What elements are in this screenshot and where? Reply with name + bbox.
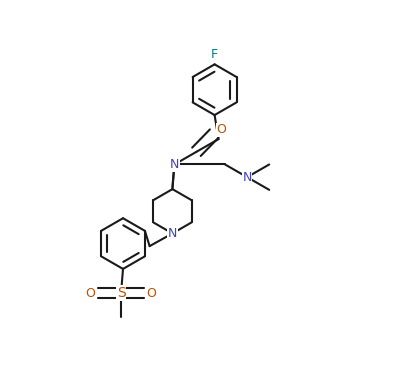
Text: O: O (86, 287, 96, 300)
Text: N: N (168, 227, 177, 240)
Text: O: O (216, 123, 226, 136)
Text: N: N (242, 171, 252, 184)
Text: N: N (170, 158, 179, 171)
Text: O: O (147, 287, 156, 300)
Text: F: F (211, 48, 218, 61)
Text: S: S (117, 286, 125, 300)
